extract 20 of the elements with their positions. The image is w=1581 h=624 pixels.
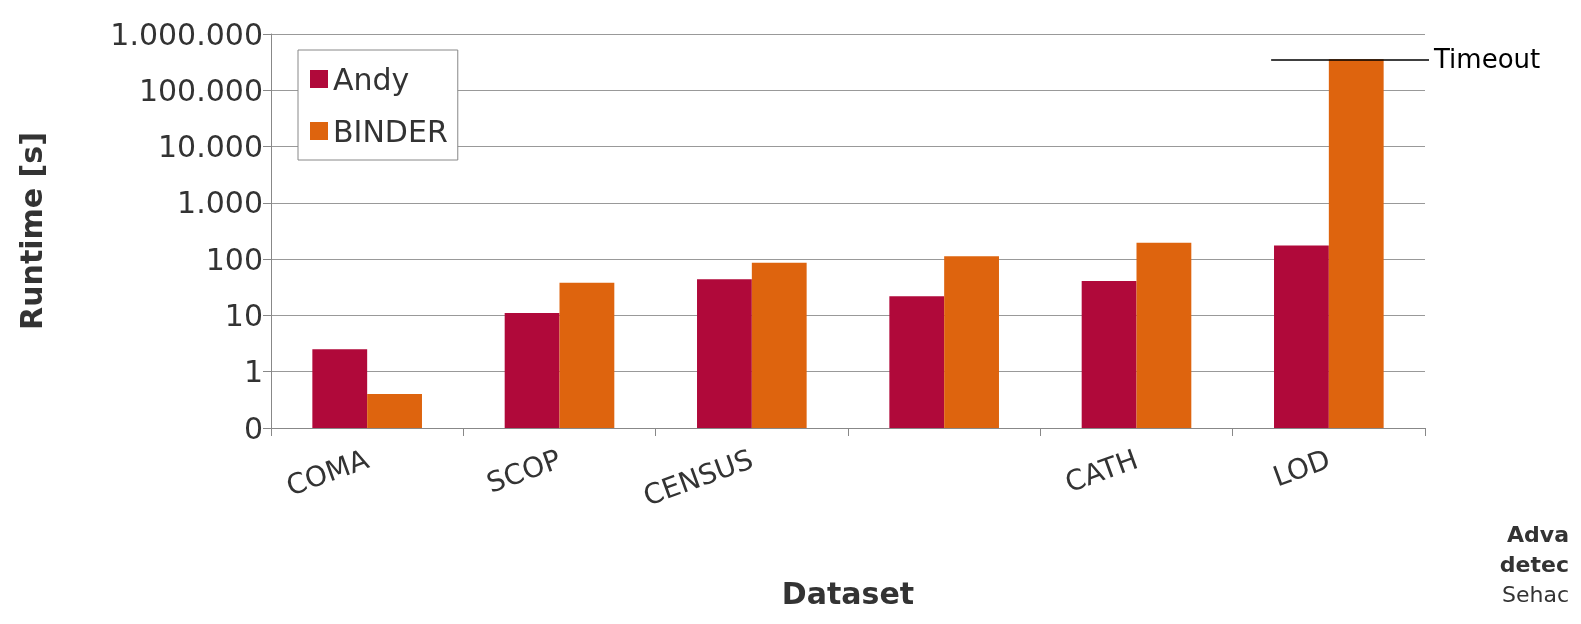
x-tick-label: CATH — [1060, 442, 1143, 500]
y-tick-label: 1.000 — [177, 185, 263, 221]
x-tick-label: LOD — [1268, 442, 1335, 494]
y-tick-label: 1 — [243, 354, 263, 390]
y-tick-label: 100.000 — [138, 72, 263, 108]
text: Sehac — [1501, 581, 1570, 607]
x-tick-label: SCOP — [482, 442, 566, 500]
y-tick-label: 1.000.000 — [110, 16, 263, 52]
y-tick-label: 100 — [205, 241, 263, 277]
y-axis-title: Runtime [s] — [13, 132, 49, 330]
x-axis-title: Dataset — [781, 575, 915, 611]
text: Adva — [1507, 521, 1570, 547]
y-tick-label: 10.000 — [158, 129, 263, 165]
y-tick-label: 10 — [224, 297, 263, 333]
legend-label: BINDER — [333, 113, 448, 149]
ref-line-label: Timeout — [1433, 44, 1541, 75]
text: detec — [1499, 551, 1570, 577]
x-tick-label: COMA — [281, 442, 373, 503]
y-tick-label: 0 — [243, 410, 263, 446]
legend-label: Andy — [333, 61, 410, 97]
